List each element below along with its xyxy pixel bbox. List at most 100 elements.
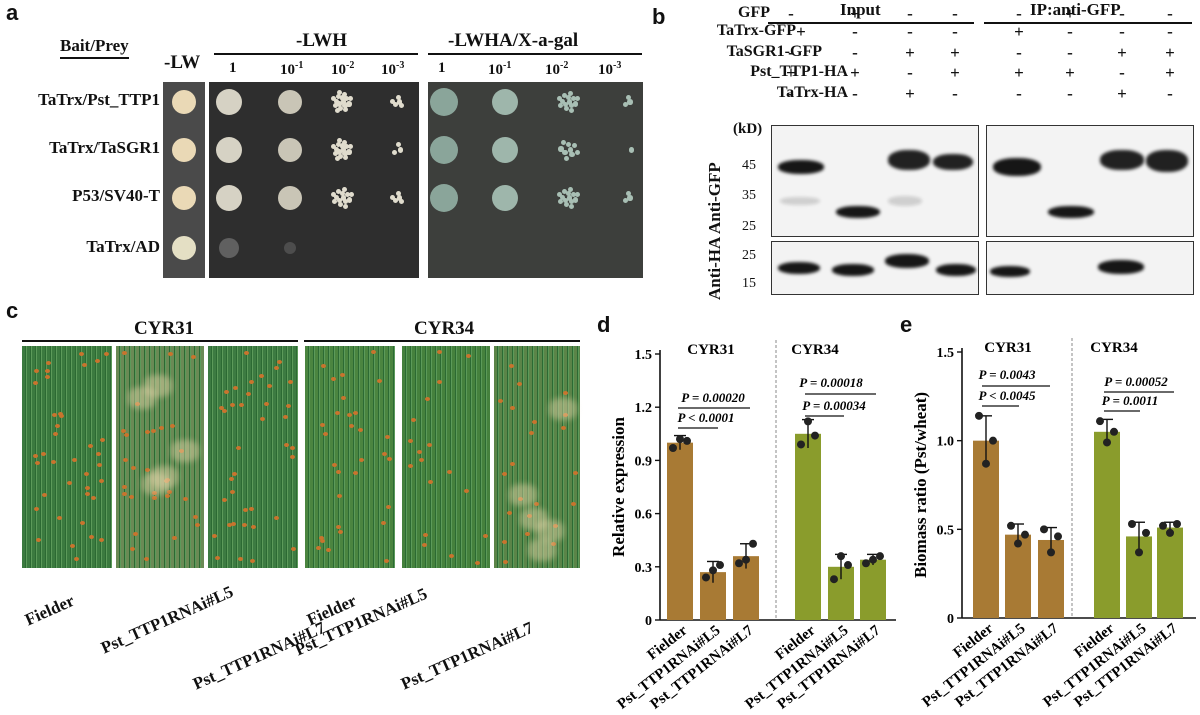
rust-pustule [229, 490, 235, 495]
yeast-spot-xgal [492, 185, 518, 211]
rust-pustule [218, 406, 224, 411]
data-point [716, 561, 724, 570]
condition-sign: - [952, 4, 958, 23]
yeast-colony [392, 197, 399, 203]
bar [1094, 431, 1120, 618]
rust-pustule [128, 495, 134, 500]
rust-pustule [315, 546, 321, 551]
rust-pustule [384, 558, 390, 563]
yeast-colony [337, 197, 343, 203]
yeast-colony [627, 99, 633, 105]
chlorosis [536, 519, 565, 542]
rust-pustule [507, 511, 513, 516]
yeast-colony [559, 98, 565, 104]
rust-pustule [215, 556, 221, 561]
rust-pustule [144, 429, 150, 434]
yeast-colony [335, 189, 341, 195]
condition-sign: - [952, 22, 958, 41]
condition-sign: - [852, 84, 858, 103]
condition-sign: - [1167, 84, 1173, 103]
rust-pustule [381, 520, 387, 525]
rust-pustule [237, 556, 243, 561]
p-value-label: P = 0.0011 [1102, 393, 1158, 408]
condition-sign: - [1119, 4, 1125, 23]
data-point [804, 417, 812, 426]
western-band [990, 266, 1030, 277]
rust-pustule [249, 507, 255, 512]
data-point [1054, 532, 1062, 541]
rust-pustule [33, 453, 39, 458]
rust-pustule [66, 481, 72, 486]
chart-relative-expression: 0 0.3 0.6 0.9 1.2 1.5 Relative expression CYR31… [609, 340, 896, 713]
leaf-image [208, 346, 298, 568]
rust-pustule [371, 350, 377, 355]
rust-pustule [249, 379, 255, 384]
rust-pustule [503, 560, 509, 565]
y-tick-label: 1.5 [937, 346, 955, 361]
rust-pustule [231, 471, 237, 476]
rust-pustule [290, 445, 296, 450]
rust-pustule [52, 412, 58, 417]
mw-marker: 25 [742, 248, 756, 263]
yeast-colony [570, 191, 576, 197]
group-label: CYR31 [984, 340, 1032, 356]
rust-pustule [347, 413, 353, 418]
yeast-colony [622, 101, 628, 107]
dilution-label: 10-3 [598, 60, 621, 79]
rust-pustule [323, 431, 329, 436]
condition-name: TaSGR1-GFP [726, 43, 822, 60]
yeast-colony [338, 105, 344, 111]
rust-pustule [74, 556, 80, 561]
rust-pustule [562, 390, 568, 395]
yeast-colony [332, 102, 338, 109]
yeast-colony [341, 195, 347, 201]
rust-pustule [84, 472, 90, 477]
y-tick-label: 0.3 [635, 561, 653, 576]
yeast-colony [560, 139, 566, 145]
rust-pustule [572, 471, 578, 476]
condition-sign: - [852, 22, 858, 41]
yeast-colony [627, 195, 633, 201]
panel-letter-e: e [900, 312, 913, 337]
yeast-colony [625, 190, 631, 197]
strain-label-cyr34: CYR34 [414, 318, 475, 339]
dilution-label: 10-1 [280, 60, 303, 79]
rust-pustule [85, 485, 91, 490]
dilution-base: 10 [280, 62, 295, 78]
yeast-colony [559, 194, 565, 200]
condition-sign: + [1165, 43, 1175, 62]
rust-pustule [221, 409, 227, 414]
rust-pustule [195, 523, 201, 528]
rust-pustule [384, 434, 390, 439]
rust-pustule [358, 458, 364, 463]
rust-pustule [35, 537, 41, 542]
yeast-colony [389, 194, 395, 200]
yeast-colony [395, 95, 401, 101]
rust-pustule [449, 554, 455, 559]
rust-pustule [182, 496, 188, 501]
mw-marker: 35 [742, 188, 756, 203]
leaf-image [305, 346, 395, 568]
yeast-colony [332, 150, 338, 157]
yeast-spot-lw [172, 236, 196, 260]
yeast-colony [334, 98, 340, 104]
yeast-colony [338, 202, 344, 208]
rust-pustule [250, 525, 256, 530]
rust-pustule [286, 403, 292, 408]
rust-pustule [231, 521, 237, 526]
y-tick-label: 0.9 [635, 454, 653, 469]
yeast-colony [331, 143, 337, 150]
yeast-colony [342, 91, 348, 97]
rust-pustule [338, 529, 344, 534]
yeast-colony [339, 95, 345, 101]
condition-sign: - [1016, 84, 1022, 103]
rust-pustule [525, 532, 531, 537]
yeast-colony [564, 202, 570, 208]
yeast-colony [332, 199, 338, 205]
input-underline [768, 22, 974, 24]
dilution-base: 1 [229, 60, 237, 76]
p-value-label: P = 0.00018 [799, 375, 863, 390]
rust-pustule [516, 381, 522, 386]
panel-letter-c: c [6, 298, 19, 323]
rust-pustule [244, 350, 250, 355]
